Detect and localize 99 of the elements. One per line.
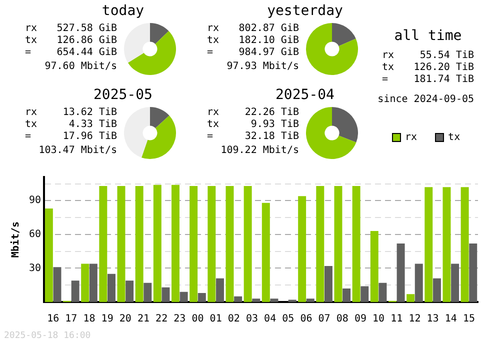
bar	[406, 294, 415, 302]
bar	[144, 282, 152, 302]
legend-label: tx	[448, 132, 460, 143]
bar	[71, 280, 80, 302]
bar	[298, 196, 306, 302]
bar	[252, 298, 260, 302]
bar	[370, 231, 378, 302]
x-tick-label: 01	[210, 314, 222, 325]
text: rx 13.62 TiB	[25, 107, 117, 118]
text: rx 527.58 GiB	[25, 23, 117, 34]
x-tick-label: 04	[264, 314, 276, 325]
bar	[44, 208, 53, 302]
x-tick-label: 11	[390, 314, 403, 325]
x-tick-label: 19	[101, 314, 114, 325]
text: tx 126.20 TiB	[382, 62, 474, 73]
bar	[424, 187, 433, 302]
bar	[414, 264, 423, 302]
text: tx 182.10 GiB	[207, 35, 299, 46]
bar	[324, 266, 332, 302]
bar	[190, 186, 198, 302]
bar	[334, 186, 342, 302]
bar	[180, 292, 188, 302]
text: 109.22 Mbit/s	[220, 145, 299, 157]
bar	[234, 296, 242, 302]
bar	[396, 243, 405, 302]
text: = 32.18 TiB	[207, 131, 299, 142]
x-tick-label: 03	[246, 314, 258, 325]
x-tick-label: 22	[156, 314, 168, 325]
bar	[53, 267, 62, 302]
bar	[432, 278, 441, 302]
x-tick-label: 00	[192, 314, 204, 325]
bar	[270, 298, 278, 302]
x-tick-label: 10	[372, 314, 385, 325]
x-tick-label: 21	[137, 314, 150, 325]
bar	[153, 184, 162, 302]
bar	[378, 282, 387, 302]
text: = 17.96 TiB	[25, 131, 117, 142]
bar	[216, 278, 224, 302]
chart-title: 2025-05	[92, 87, 154, 103]
bar	[469, 243, 478, 302]
x-tick-label: 20	[119, 314, 132, 325]
bar	[352, 186, 360, 302]
text: = 181.74 TiB	[382, 74, 474, 85]
x-tick-label: 16	[47, 314, 60, 325]
x-tick-label: 13	[426, 314, 439, 325]
bar	[126, 280, 134, 302]
x-tick-label: 06	[300, 314, 312, 325]
bar	[316, 186, 324, 302]
bar	[460, 187, 469, 302]
y-tick-label: 60	[28, 229, 42, 240]
x-tick-label: 15	[462, 314, 475, 325]
x-tick-label: 08	[336, 314, 348, 325]
x-tick-label: 23	[174, 314, 186, 325]
x-tick-label: 02	[228, 314, 240, 325]
text: rx 22.26 TiB	[207, 107, 299, 118]
bar	[226, 186, 234, 302]
text: 97.93 Mbit/s	[226, 61, 299, 73]
x-tick-label: 17	[65, 314, 78, 325]
bar	[262, 202, 270, 302]
text: rx 55.54 TiB	[382, 50, 474, 61]
bar	[244, 186, 252, 302]
text: 103.47 Mbit/s	[38, 145, 117, 157]
bar	[442, 187, 451, 302]
x-tick-label: 14	[444, 314, 457, 325]
chart-title: today	[100, 3, 146, 19]
bar	[107, 274, 116, 302]
chart-title: 2025-04	[274, 87, 336, 103]
bar	[208, 186, 216, 302]
bar	[306, 298, 314, 302]
y-tick-label: 30	[28, 262, 42, 274]
y-tick-label: 90	[28, 195, 42, 206]
bar	[135, 186, 144, 302]
bar	[81, 264, 90, 302]
legend-label: rx	[405, 132, 418, 143]
chart-title: yesterday	[266, 3, 344, 19]
x-tick-label: 05	[282, 314, 294, 325]
bar	[99, 186, 108, 302]
text: tx 126.86 GiB	[25, 35, 117, 46]
bar	[198, 292, 206, 302]
text: = 654.44 GiB	[25, 47, 117, 58]
text: rx 802.87 GiB	[207, 23, 299, 34]
text: since 2024-09-05	[378, 94, 474, 106]
text: tx 9.93 TiB	[207, 119, 299, 130]
x-tick-label: 12	[408, 314, 421, 325]
y-axis-title: Mbit/s	[10, 221, 22, 258]
x-tick-label: 18	[83, 314, 96, 325]
text: tx 4.33 TiB	[25, 119, 117, 130]
bar	[360, 286, 369, 302]
bar	[117, 186, 126, 302]
bar	[172, 184, 180, 302]
bar	[451, 264, 460, 302]
x-tick-label: 07	[318, 314, 330, 325]
bar	[342, 288, 351, 302]
text: 97.60 Mbit/s	[44, 61, 117, 73]
text: = 984.97 GiB	[207, 47, 299, 58]
text: all time	[393, 28, 463, 44]
bar	[162, 287, 170, 302]
bar	[89, 264, 98, 302]
x-tick-label: 09	[354, 314, 366, 325]
